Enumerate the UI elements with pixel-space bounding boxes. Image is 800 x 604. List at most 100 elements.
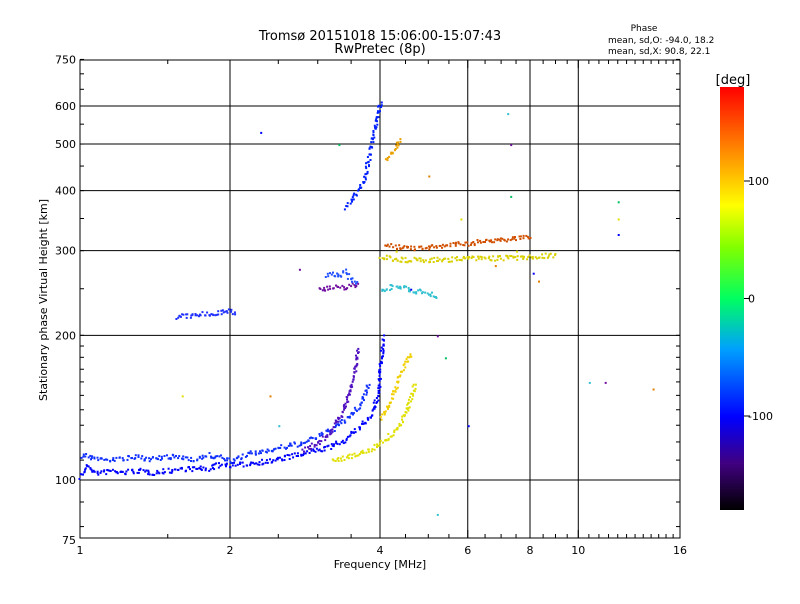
data-point [408,356,411,359]
data-point [350,432,353,434]
outlier-point [436,513,439,516]
data-point [458,258,461,261]
data-point [105,458,107,461]
data-point [429,258,432,261]
data-point [329,272,331,275]
data-point [357,188,360,191]
data-point [239,461,242,464]
data-point [499,255,501,257]
data-point [244,455,247,458]
data-point [405,285,408,288]
data-point [358,428,361,431]
data-point [191,470,194,473]
data-point [384,438,387,441]
data-point [222,311,225,314]
data-point [147,469,150,472]
data-point [230,310,233,313]
data-point [463,244,466,247]
data-point [352,431,355,434]
data-point [150,458,152,461]
y-tick-label: 300 [55,245,76,258]
data-point [351,380,354,383]
data-point [389,289,392,292]
data-point [457,241,460,244]
data-point [236,463,239,466]
data-point [362,393,365,396]
data-point [354,408,357,411]
outlier-point [532,272,535,275]
data-point [211,467,214,469]
colorbar-gradient [720,87,744,510]
data-point [228,457,231,460]
data-point [513,237,516,240]
data-point [329,287,332,290]
data-point [172,454,175,457]
data-point [386,405,388,408]
data-point [90,468,93,471]
data-point [145,456,148,459]
data-point [112,457,115,460]
data-point [143,459,146,462]
data-point [214,314,217,317]
data-point [383,334,386,337]
data-point [372,134,375,137]
data-point [361,396,364,398]
data-point [306,450,309,453]
data-point [377,110,379,113]
data-point [230,308,233,311]
data-point [99,471,102,474]
data-point [262,462,265,465]
data-point [348,273,351,276]
data-point [219,464,222,467]
data-point [337,286,339,288]
data-point [250,452,253,455]
data-point [441,260,444,263]
data-point [377,395,380,398]
data-point [490,259,493,262]
data-point [122,459,125,462]
data-point [337,418,340,421]
data-point [424,259,427,262]
data-point [346,202,349,205]
data-point [171,469,174,471]
data-point [132,470,135,473]
data-point [396,428,399,431]
data-point [494,238,497,241]
data-point [246,454,248,457]
data-point [397,380,400,383]
data-point [105,473,108,476]
data-point [359,404,362,407]
data-point [311,437,314,440]
data-point [276,458,279,461]
data-point [182,455,185,458]
data-point [310,447,312,450]
data-point [413,390,416,393]
data-point [91,455,94,458]
data-point [345,271,348,274]
data-point [199,468,202,470]
data-point [383,412,386,414]
data-point [257,452,260,455]
data-point [380,101,383,104]
data-point [380,346,383,349]
data-point [351,196,354,199]
data-point [441,259,444,261]
data-point [381,357,383,360]
data-point [106,458,109,461]
data-point [242,465,245,468]
data-point [410,245,413,248]
data-point [118,456,121,459]
data-point [292,456,295,459]
data-point [217,310,220,313]
data-point [522,237,525,240]
data-point [460,259,463,262]
data-point [256,463,259,466]
data-point [404,360,407,363]
data-point [454,244,457,247]
data-point [425,246,428,249]
data-point [348,393,351,396]
data-point [81,473,84,476]
data-point [331,458,334,461]
data-point [131,468,134,471]
x-tick-label: 10 [571,544,585,557]
